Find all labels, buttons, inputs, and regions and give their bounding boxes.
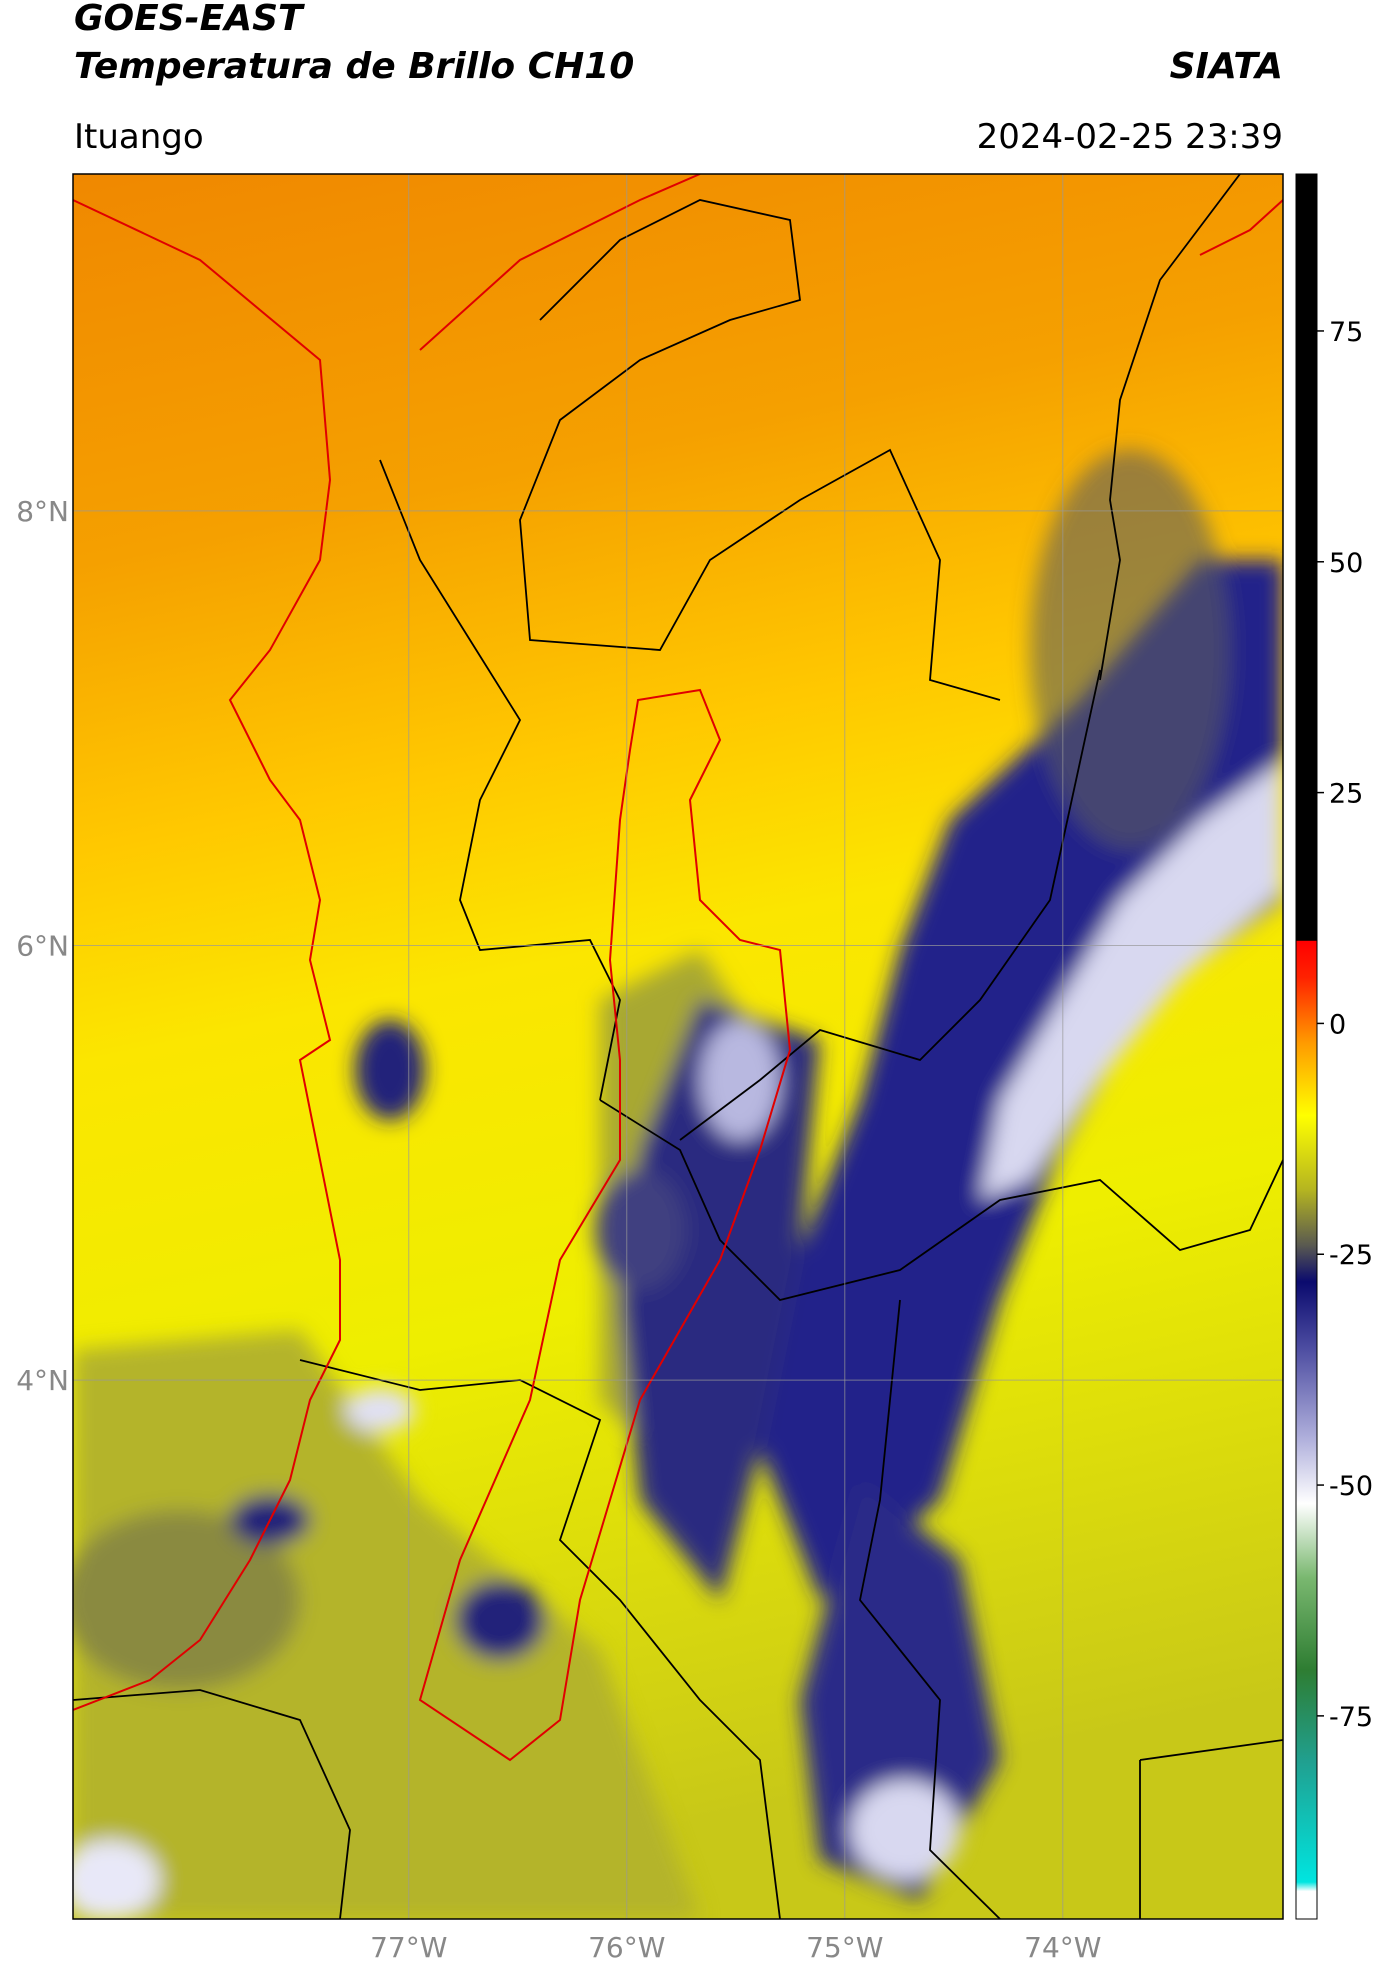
lon-tick-label: 77°W <box>370 1931 447 1964</box>
colorbar-tick-label: -25 <box>1329 1240 1373 1271</box>
colorbar-tick-label: 75 <box>1329 317 1363 348</box>
lat-tick-label: 8°N <box>16 495 69 528</box>
datetime: 2024-02-25 23:39 <box>977 117 1283 157</box>
subtitle: Temperatura de Brillo CH10 <box>74 46 634 87</box>
coastline-and-basin <box>73 174 1283 1762</box>
location: Ituango <box>74 117 204 157</box>
title: GOES-EAST <box>74 0 305 39</box>
admin-boundaries <box>73 174 1283 1919</box>
colorbar-tick-label: -50 <box>1329 1471 1373 1502</box>
graticule <box>73 174 1283 1919</box>
colorbar-tick-label: 25 <box>1329 779 1363 810</box>
brand: SIATA <box>1170 46 1283 87</box>
lat-tick-label: 6°N <box>16 929 69 962</box>
lat-tick-label: 4°N <box>16 1364 69 1397</box>
colorbar-tick-label: 50 <box>1329 548 1363 579</box>
colorbar-tick-label: -75 <box>1329 1702 1373 1733</box>
map-frame <box>72 173 1284 1920</box>
colorbar-tick-label: 0 <box>1329 1009 1346 1040</box>
lon-tick-label: 76°W <box>588 1931 665 1964</box>
colorbar-scale <box>1295 173 1318 1920</box>
lon-tick-label: 74°W <box>1024 1931 1101 1964</box>
colorbar: 75 50 25 0 -25 -50 -75 <box>1295 173 1373 1920</box>
map-image <box>73 174 1283 1919</box>
lon-tick-label: 75°W <box>806 1931 883 1964</box>
